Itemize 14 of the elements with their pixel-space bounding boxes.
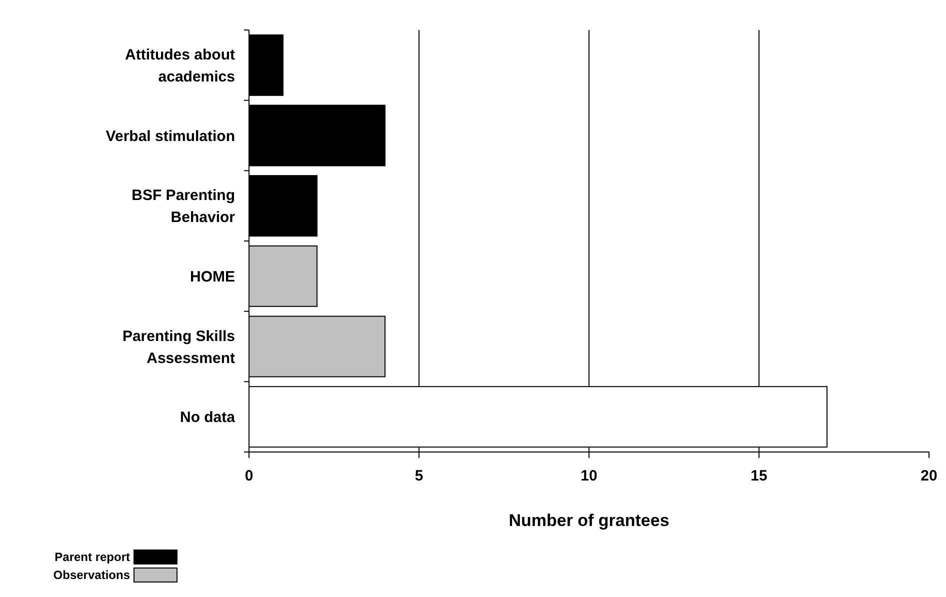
x-axis-title: Number of grantees — [508, 511, 670, 530]
legend-label: Parent report — [54, 550, 130, 564]
y-tick-label: HOME — [190, 268, 235, 286]
y-tick-label: BSF Parenting Behavior — [132, 187, 236, 226]
x-tick-label: 20 — [920, 468, 938, 484]
legend-label: Observations — [53, 568, 130, 582]
y-tick-label: Parenting Skills Assessment — [122, 328, 235, 367]
x-tick-label: 10 — [580, 468, 598, 484]
x-tick-label: 15 — [750, 468, 768, 484]
y-tick-label: Verbal stimulation — [106, 128, 235, 145]
y-tick-label: No data — [180, 409, 236, 426]
x-tick-label: 5 — [414, 468, 424, 484]
y-tick-label: Attitudes about academics — [125, 46, 235, 86]
x-tick-label: 0 — [244, 468, 254, 484]
